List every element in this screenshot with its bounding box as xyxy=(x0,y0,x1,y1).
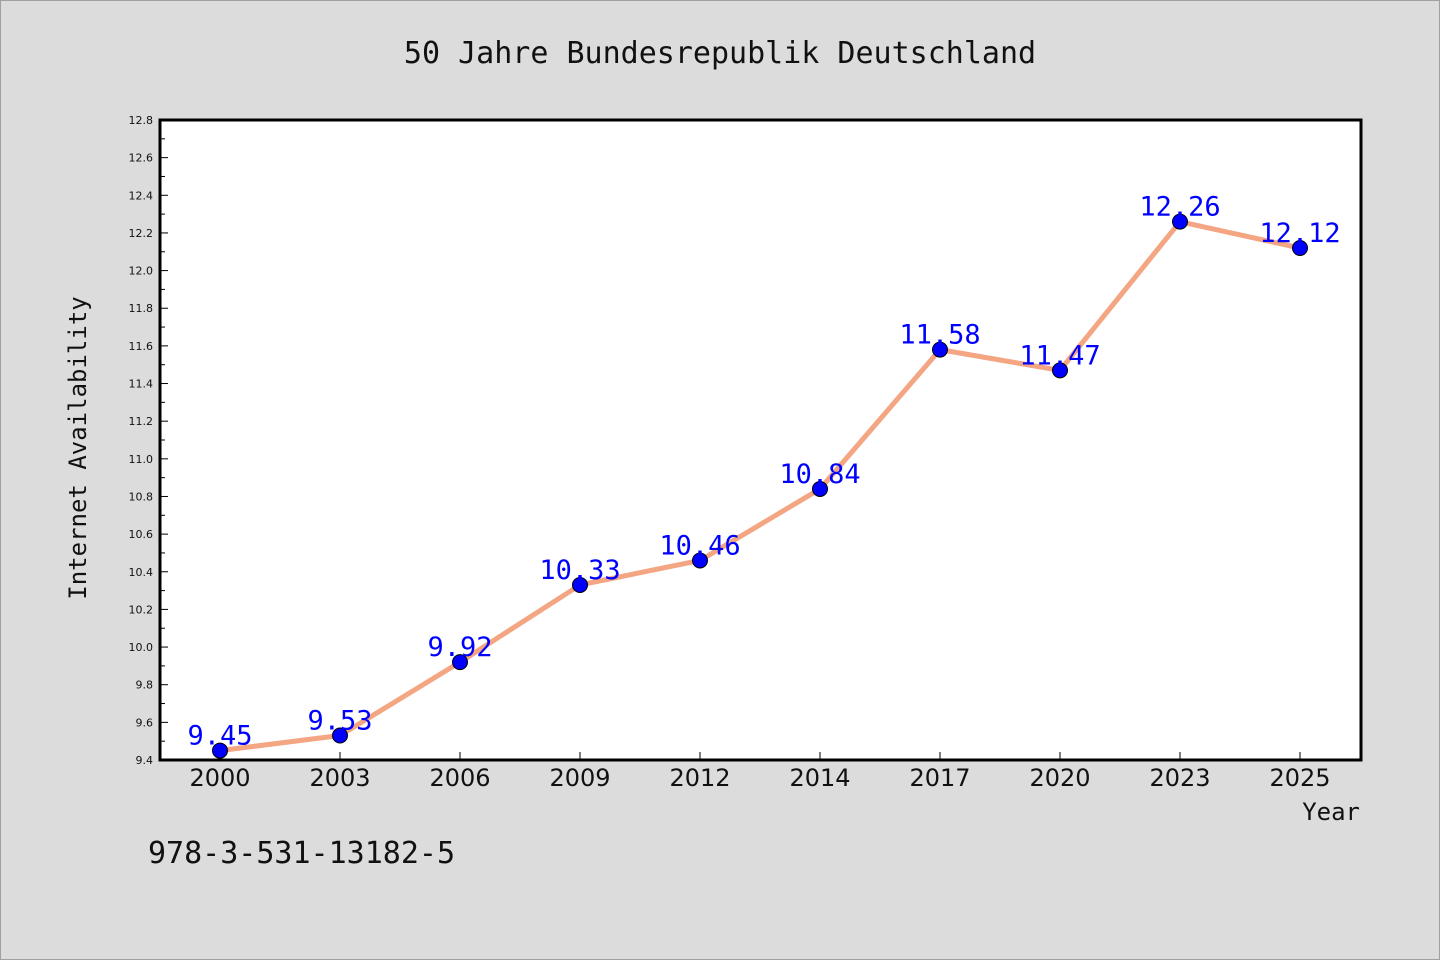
y-tick-label: 10.0 xyxy=(129,641,154,654)
data-point xyxy=(1052,362,1068,379)
y-tick-label: 10.6 xyxy=(129,528,154,541)
data-label: 11.58 xyxy=(899,320,980,351)
y-tick-label: 10.4 xyxy=(129,566,154,579)
y-tick-label: 11.6 xyxy=(129,340,154,353)
isbn-text: 978-3-531-13182-5 xyxy=(148,836,456,871)
data-point xyxy=(692,552,708,569)
data-label: 12.26 xyxy=(1139,192,1220,223)
y-tick-label: 11.4 xyxy=(129,378,154,391)
x-tick-label: 2009 xyxy=(549,764,610,792)
y-tick-label: 11.8 xyxy=(129,302,154,315)
y-tick-label: 12.6 xyxy=(129,152,154,165)
data-point xyxy=(452,654,468,671)
data-markers xyxy=(212,213,1308,759)
data-label: 10.46 xyxy=(659,530,740,561)
y-tick-label: 9.4 xyxy=(136,754,154,767)
data-label: 10.84 xyxy=(779,459,860,490)
data-point xyxy=(572,576,588,593)
data-point xyxy=(1172,213,1188,230)
data-point xyxy=(1292,240,1308,256)
x-tick-label: 2006 xyxy=(429,764,490,792)
x-tick-label: 2012 xyxy=(669,764,730,792)
y-tick-label: 12.4 xyxy=(129,189,154,202)
data-label: 11.47 xyxy=(1019,340,1100,371)
y-tick-label: 11.0 xyxy=(129,453,154,466)
y-tick-label: 9.8 xyxy=(136,679,154,692)
data-label: 10.33 xyxy=(539,555,620,586)
x-tick-label: 2003 xyxy=(309,764,370,792)
y-tick-label: 12.8 xyxy=(129,114,154,127)
y-tick-label: 9.6 xyxy=(136,716,154,729)
y-tick-label: 10.2 xyxy=(129,603,154,616)
data-label: 12.12 xyxy=(1259,218,1340,249)
data-label: 9.92 xyxy=(427,632,492,663)
data-point xyxy=(332,727,348,744)
y-axis: 9.4 9.6 9.8 10.0 10.2 10.4 10.6 10.8 11.0 11.2 11.… xyxy=(129,114,168,767)
y-tick-label: 12.2 xyxy=(129,227,154,240)
y-tick-label: 12.0 xyxy=(129,265,154,278)
x-tick-label: 2023 xyxy=(1149,764,1210,792)
plot-area xyxy=(158,118,1363,762)
y-tick-label: 11.2 xyxy=(129,415,154,428)
x-axis: 2000 2003 2006 2009 2012 2014 2017 2020 2023 2025 xyxy=(189,752,1331,792)
data-point xyxy=(932,341,948,358)
data-label: 9.53 xyxy=(307,706,372,737)
series-line xyxy=(217,219,1303,754)
x-tick-label: 2014 xyxy=(789,764,850,792)
chart-title: 50 Jahre Bundesrepublik Deutschland xyxy=(404,36,1036,71)
x-axis-label: Year xyxy=(1302,798,1360,826)
x-tick-label: 2000 xyxy=(189,764,250,792)
data-label: 9.45 xyxy=(187,721,252,752)
y-axis-label: Internet Availability xyxy=(64,296,92,599)
series-line-group xyxy=(217,219,1303,754)
x-tick-label: 2020 xyxy=(1029,764,1090,792)
x-tick-label: 2025 xyxy=(1269,764,1330,792)
data-labels: 9.45 9.53 9.92 10.33 10.46 10.84 11.58 11.47 12.… xyxy=(187,192,1340,752)
y-tick-label: 10.8 xyxy=(129,490,154,503)
data-point xyxy=(212,742,228,759)
x-tick-label: 2017 xyxy=(909,764,970,792)
data-point xyxy=(812,480,828,497)
